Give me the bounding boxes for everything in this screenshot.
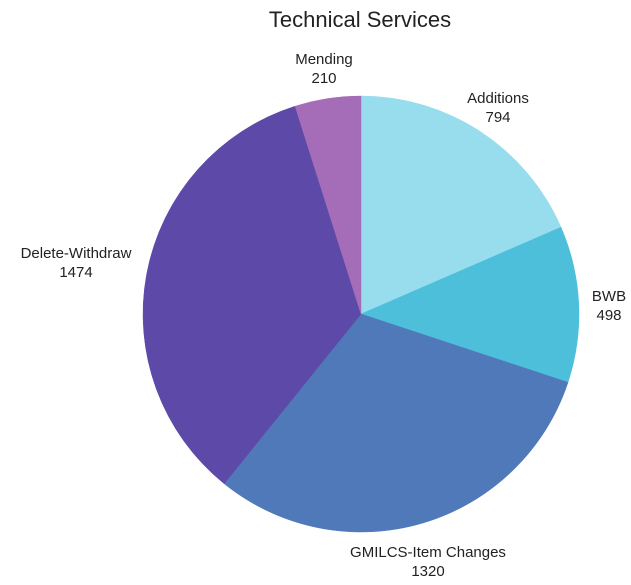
chart-title: Technical Services	[269, 7, 451, 32]
slice-label-additions: Additions	[467, 90, 529, 107]
slice-value-gmilcs-item-changes: 1320	[411, 563, 444, 580]
slice-value-mending: 210	[311, 70, 336, 87]
pie-slice-bwb	[360, 226, 580, 383]
slice-labels: Additions 794 BWB 498 GMILCS-Item Changes 132…	[21, 51, 627, 580]
slice-label-gmilcs-item-changes: GMILCS-Item Changes	[350, 544, 506, 561]
slice-label-mending: Mending	[295, 51, 353, 68]
pie-slices	[142, 95, 580, 533]
pie-slice-gmilcs-item-changes	[223, 313, 569, 533]
slice-value-delete-withdraw: 1474	[59, 264, 92, 281]
pie-slice-additions	[360, 95, 562, 315]
slice-value-bwb: 498	[596, 307, 621, 324]
pie-slice-delete-withdraw	[142, 105, 362, 485]
slice-value-additions: 794	[485, 109, 510, 126]
slice-label-bwb: BWB	[592, 288, 626, 305]
slice-label-delete-withdraw: Delete-Withdraw	[21, 245, 132, 262]
pie-slice-mending	[294, 95, 362, 315]
